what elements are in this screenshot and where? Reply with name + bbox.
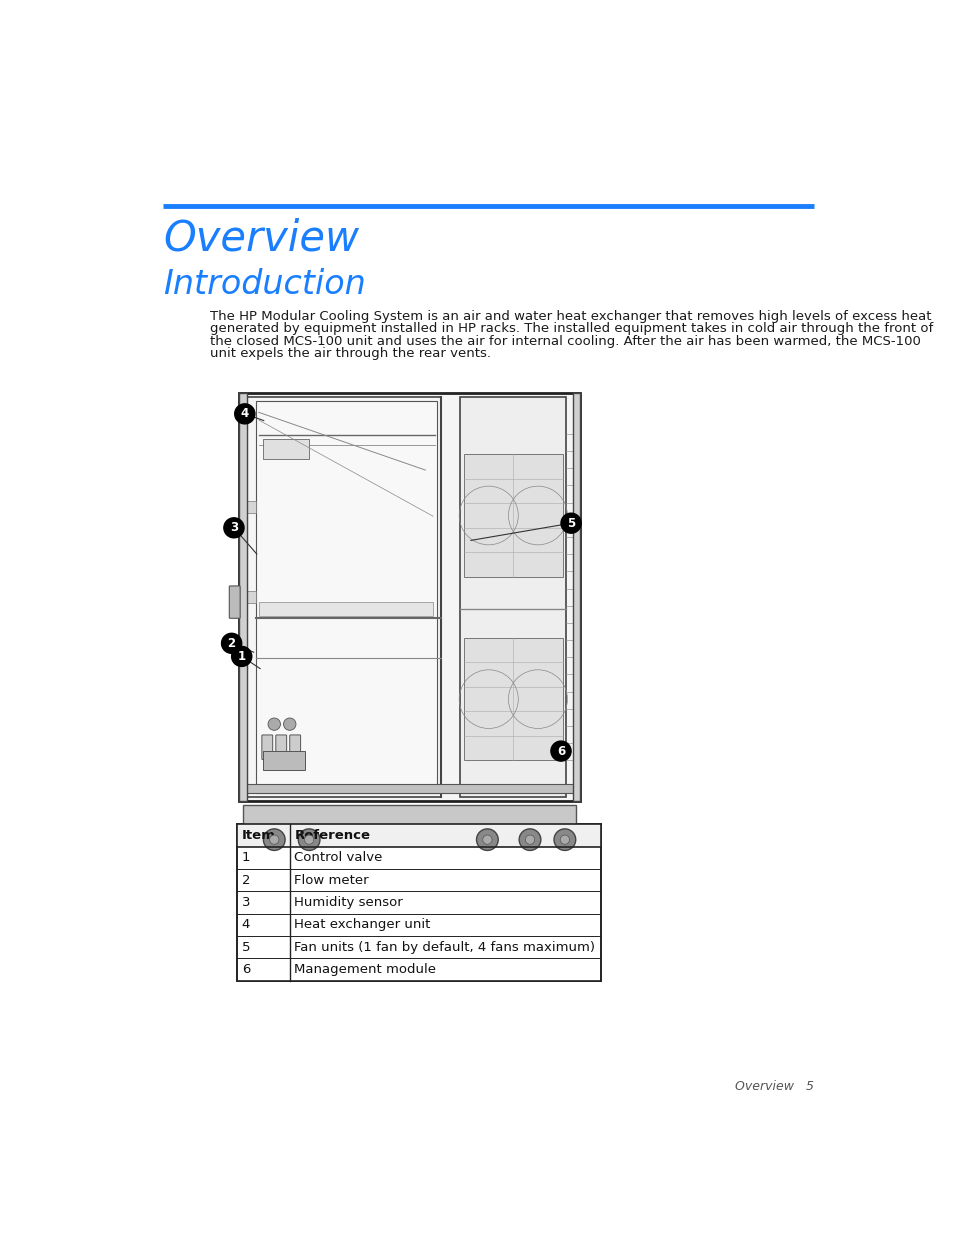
- Circle shape: [560, 514, 580, 534]
- Text: 4: 4: [240, 408, 249, 420]
- FancyBboxPatch shape: [258, 603, 433, 616]
- Circle shape: [518, 829, 540, 851]
- Text: 1: 1: [241, 851, 250, 864]
- Text: 2: 2: [228, 637, 235, 650]
- Text: 5: 5: [566, 516, 575, 530]
- Text: 5: 5: [241, 941, 250, 953]
- Text: 3: 3: [230, 521, 237, 535]
- Text: Flow meter: Flow meter: [294, 873, 369, 887]
- FancyBboxPatch shape: [275, 735, 286, 760]
- Text: 4: 4: [241, 919, 250, 931]
- Circle shape: [224, 517, 244, 537]
- Text: Overview   5: Overview 5: [735, 1079, 814, 1093]
- Circle shape: [559, 835, 569, 845]
- FancyBboxPatch shape: [245, 501, 256, 514]
- Text: Management module: Management module: [294, 963, 436, 976]
- FancyBboxPatch shape: [464, 454, 562, 577]
- Text: Item: Item: [241, 829, 275, 842]
- Text: 3: 3: [241, 895, 250, 909]
- Text: Reference: Reference: [294, 829, 370, 842]
- FancyBboxPatch shape: [239, 393, 247, 802]
- Text: the closed MCS-100 unit and uses the air for internal cooling. After the air has: the closed MCS-100 unit and uses the air…: [210, 335, 920, 347]
- Text: Overview: Overview: [163, 217, 359, 259]
- Text: Introduction: Introduction: [163, 268, 366, 300]
- Circle shape: [550, 741, 571, 761]
- Text: 1: 1: [237, 650, 246, 663]
- Circle shape: [263, 829, 285, 851]
- Text: The HP Modular Cooling System is an air and water heat exchanger that removes hi: The HP Modular Cooling System is an air …: [210, 310, 930, 322]
- FancyBboxPatch shape: [245, 592, 256, 603]
- Circle shape: [270, 835, 278, 845]
- Text: unit expels the air through the rear vents.: unit expels the air through the rear ven…: [210, 347, 491, 359]
- Text: 6: 6: [557, 745, 564, 757]
- FancyBboxPatch shape: [290, 735, 300, 760]
- Text: Control valve: Control valve: [294, 851, 382, 864]
- FancyBboxPatch shape: [229, 585, 240, 619]
- FancyBboxPatch shape: [243, 805, 576, 829]
- Text: Fan units (1 fan by default, 4 fans maximum): Fan units (1 fan by default, 4 fans maxi…: [294, 941, 595, 953]
- FancyBboxPatch shape: [236, 824, 600, 981]
- Circle shape: [476, 829, 497, 851]
- FancyBboxPatch shape: [262, 440, 309, 458]
- Text: Humidity sensor: Humidity sensor: [294, 895, 403, 909]
- Circle shape: [283, 718, 295, 730]
- FancyBboxPatch shape: [236, 824, 600, 846]
- FancyBboxPatch shape: [572, 393, 579, 802]
- Circle shape: [554, 829, 575, 851]
- FancyBboxPatch shape: [261, 735, 273, 760]
- FancyBboxPatch shape: [256, 401, 436, 793]
- Circle shape: [268, 718, 280, 730]
- Circle shape: [482, 835, 492, 845]
- Circle shape: [221, 634, 241, 653]
- FancyBboxPatch shape: [262, 751, 305, 771]
- FancyBboxPatch shape: [245, 784, 574, 793]
- Text: generated by equipment installed in HP racks. The installed equipment takes in c: generated by equipment installed in HP r…: [210, 322, 932, 335]
- Text: 2: 2: [241, 873, 250, 887]
- Circle shape: [234, 404, 254, 424]
- FancyBboxPatch shape: [239, 393, 579, 802]
- Circle shape: [298, 829, 319, 851]
- Circle shape: [232, 646, 252, 667]
- FancyBboxPatch shape: [459, 396, 566, 798]
- Circle shape: [525, 835, 534, 845]
- Circle shape: [304, 835, 314, 845]
- Text: 6: 6: [241, 963, 250, 976]
- FancyBboxPatch shape: [464, 638, 562, 761]
- Text: Heat exchanger unit: Heat exchanger unit: [294, 919, 431, 931]
